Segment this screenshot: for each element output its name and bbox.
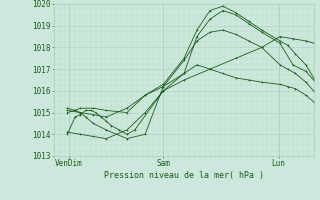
X-axis label: Pression niveau de la mer( hPa ): Pression niveau de la mer( hPa )	[104, 171, 264, 180]
